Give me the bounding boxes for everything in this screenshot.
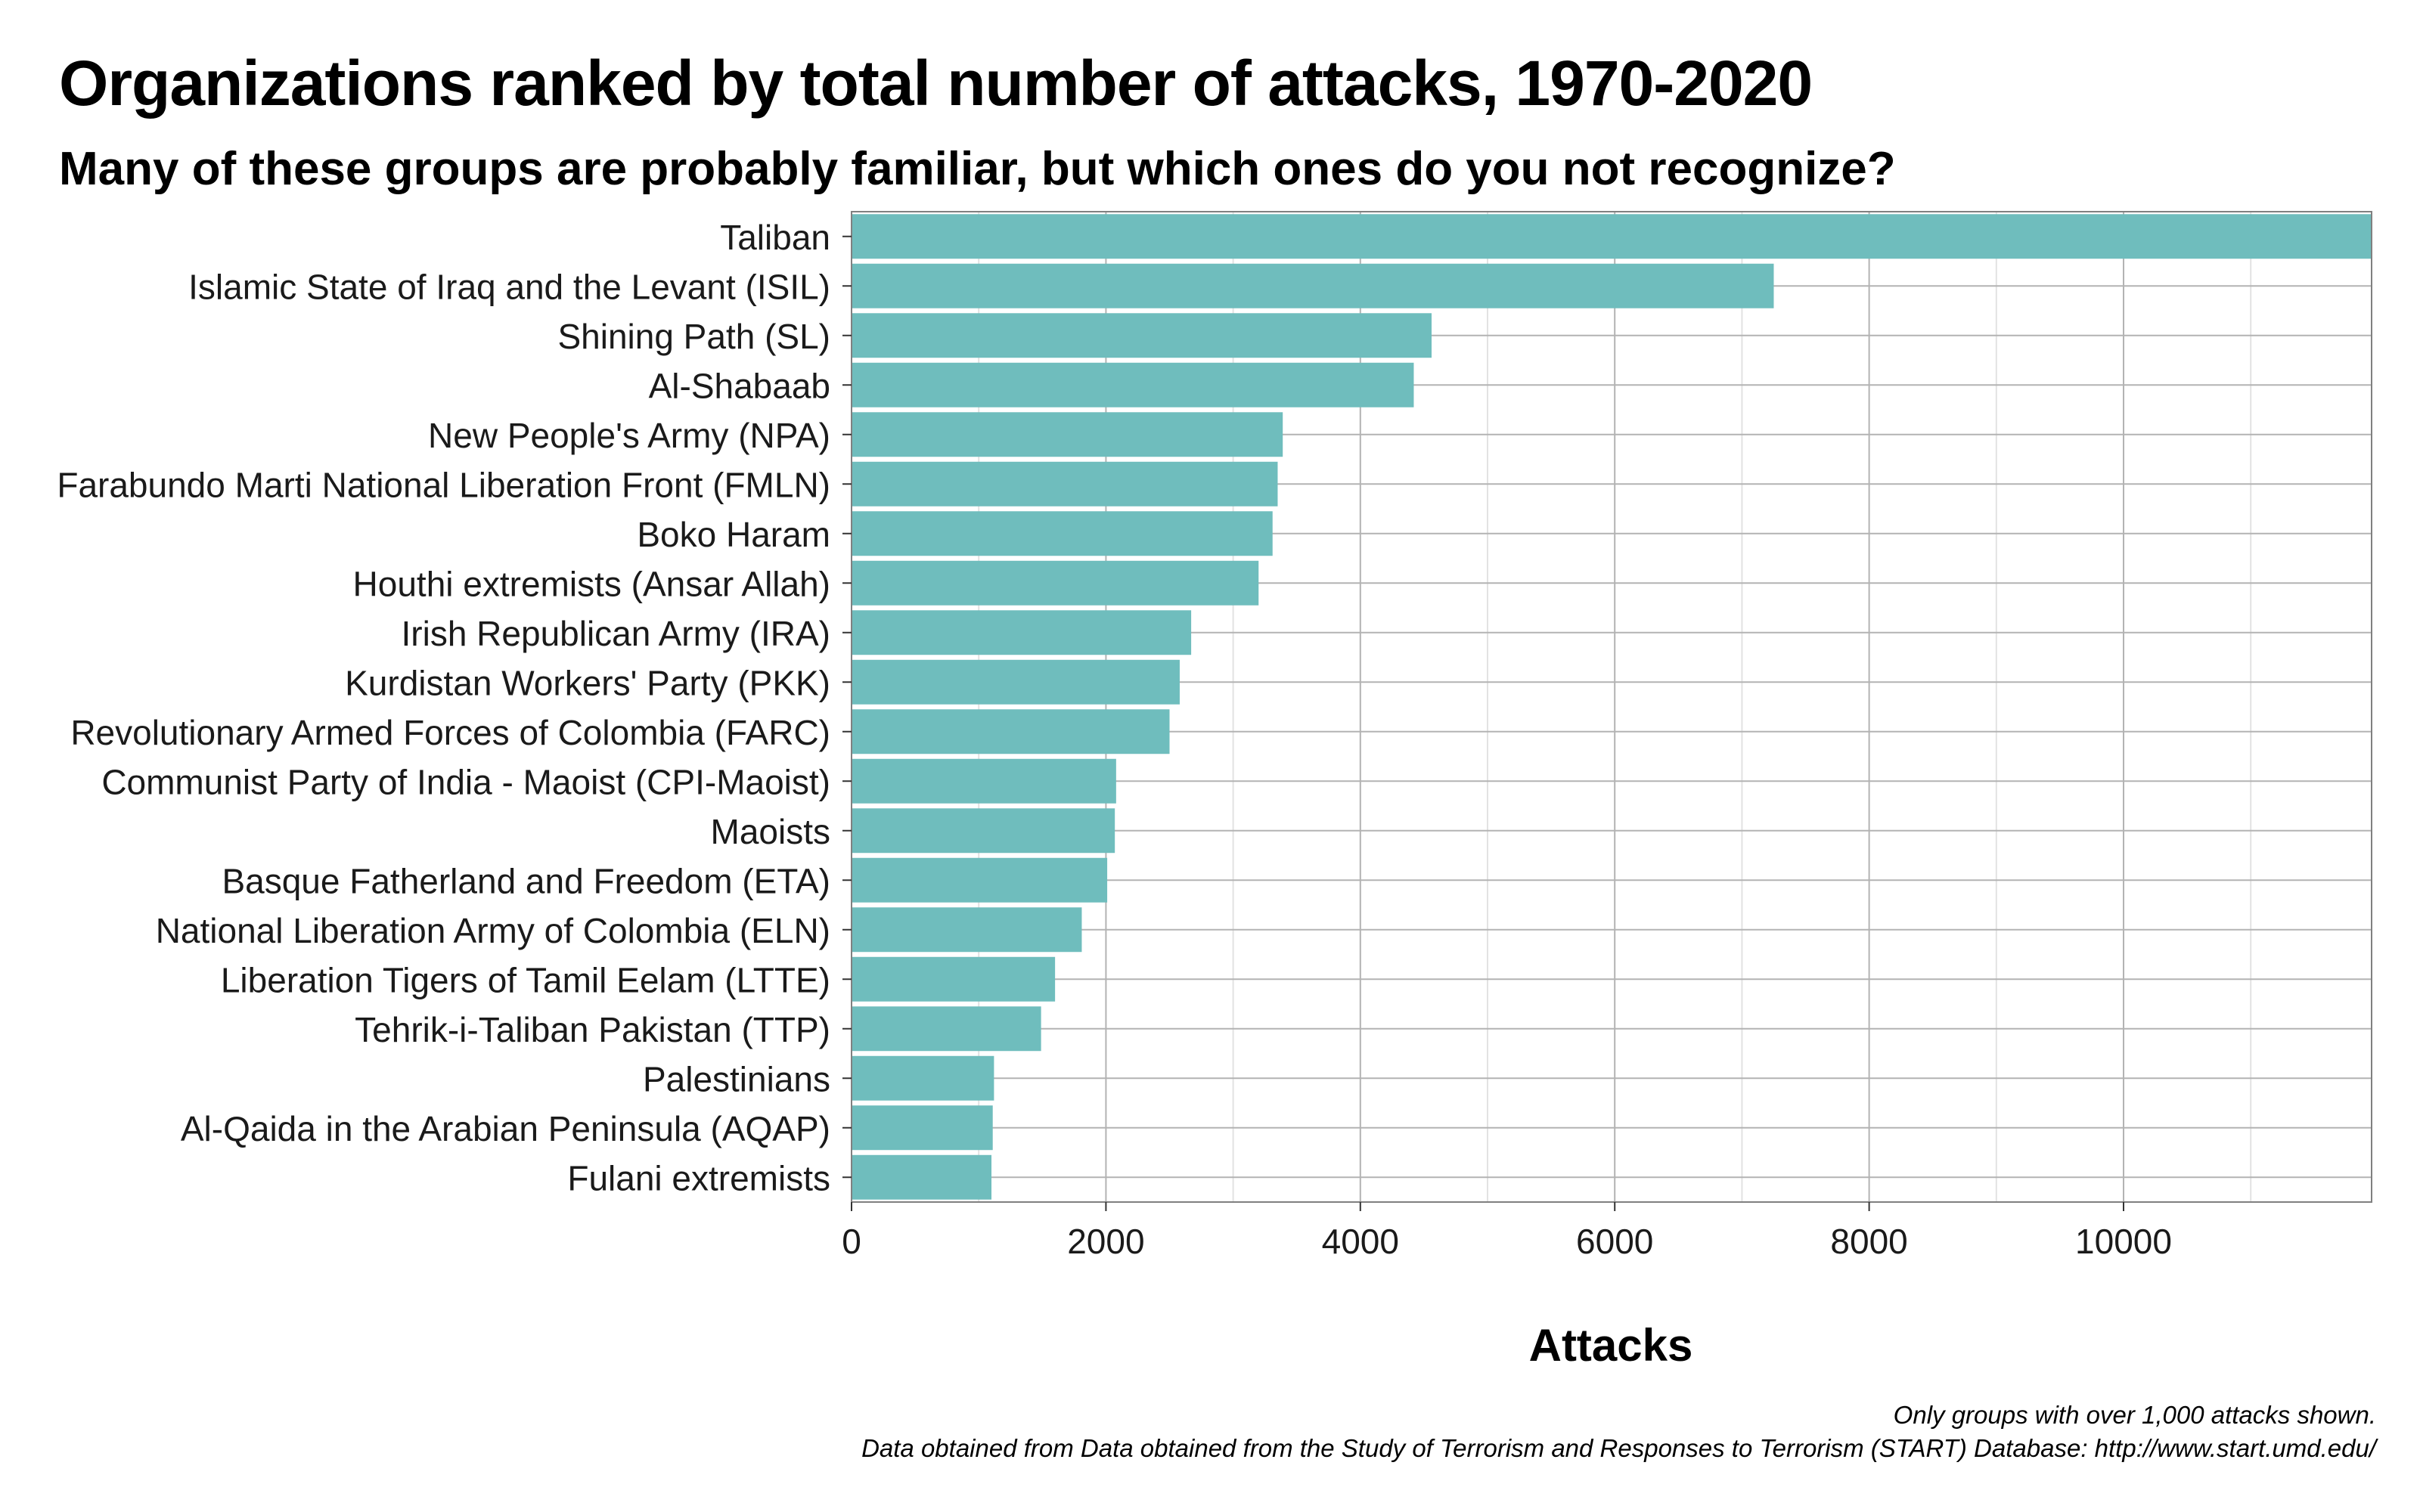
x-axis-title: Attacks (1529, 1320, 1693, 1371)
category-label: Taliban (720, 218, 830, 257)
x-axis-ticks: 0 2000 4000 6000 8000 10000 (842, 1202, 2172, 1261)
x-tick-label: 6000 (1576, 1222, 1653, 1261)
bars (852, 214, 2372, 1200)
category-label: Shining Path (SL) (557, 317, 830, 356)
category-label: Revolutionary Armed Forces of Colombia (… (70, 713, 830, 752)
bar (852, 1006, 1041, 1052)
bar (852, 362, 1414, 407)
caption: Only groups with over 1,000 attacks show… (861, 1399, 2376, 1465)
bar (852, 263, 1774, 308)
bar (852, 461, 1278, 507)
bar (852, 907, 1082, 953)
bar (852, 313, 1432, 358)
bar (852, 659, 1180, 705)
category-label: Liberation Tigers of Tamil Eelam (LTTE) (221, 960, 830, 999)
x-tick-label: 8000 (1830, 1222, 1907, 1261)
bar (852, 560, 1259, 606)
bar (852, 610, 1192, 655)
category-label: Palestinians (643, 1059, 830, 1098)
x-tick-label: 4000 (1322, 1222, 1399, 1261)
category-label: Fulani extremists (567, 1158, 830, 1198)
bar (852, 1154, 992, 1200)
bar (852, 1055, 994, 1101)
bar (852, 857, 1108, 903)
caption-source: Data obtained from Data obtained from th… (861, 1434, 2376, 1462)
bar (852, 511, 1273, 556)
bar (852, 808, 1115, 854)
x-tick-label: 0 (842, 1222, 861, 1261)
category-label: National Liberation Army of Colombia (EL… (156, 911, 830, 950)
bar (852, 758, 1116, 804)
chart-subtitle: Many of these groups are probably famili… (59, 143, 1896, 195)
category-label: Tehrik-i-Taliban Pakistan (TTP) (355, 1010, 830, 1049)
chart-title: Organizations ranked by total number of … (59, 48, 1813, 119)
category-label: Houthi extremists (Ansar Allah) (353, 564, 830, 603)
category-label: Farabundo Marti National Liberation Fron… (57, 465, 830, 504)
caption-note: Only groups with over 1,000 attacks show… (1893, 1401, 2376, 1429)
bar (852, 412, 1283, 457)
category-label: Communist Party of India - Maoist (CPI-M… (101, 762, 830, 801)
category-label: Kurdistan Workers' Party (PKK) (345, 663, 830, 702)
category-label: Boko Haram (637, 515, 830, 554)
bar (852, 1105, 993, 1151)
category-labels: Taliban Islamic State of Iraq and the Lev… (57, 218, 852, 1198)
bar (852, 956, 1056, 1002)
category-label: Basque Fatherland and Freedom (ETA) (222, 861, 830, 900)
panel-border (851, 211, 2372, 1203)
category-label: Al-Qaida in the Arabian Peninsula (AQAP) (181, 1109, 830, 1148)
x-tick-label: 2000 (1067, 1222, 1144, 1261)
category-label: New People's Army (NPA) (428, 416, 830, 455)
gridlines (851, 212, 2372, 1202)
category-label: Al-Shabaab (649, 366, 830, 405)
bar (852, 709, 1170, 754)
category-label: Islamic State of Iraq and the Levant (IS… (188, 267, 830, 306)
bar (852, 214, 2372, 259)
category-label: Irish Republican Army (IRA) (402, 614, 831, 653)
x-tick-label: 10000 (2075, 1222, 2172, 1261)
category-label: Maoists (711, 812, 830, 851)
